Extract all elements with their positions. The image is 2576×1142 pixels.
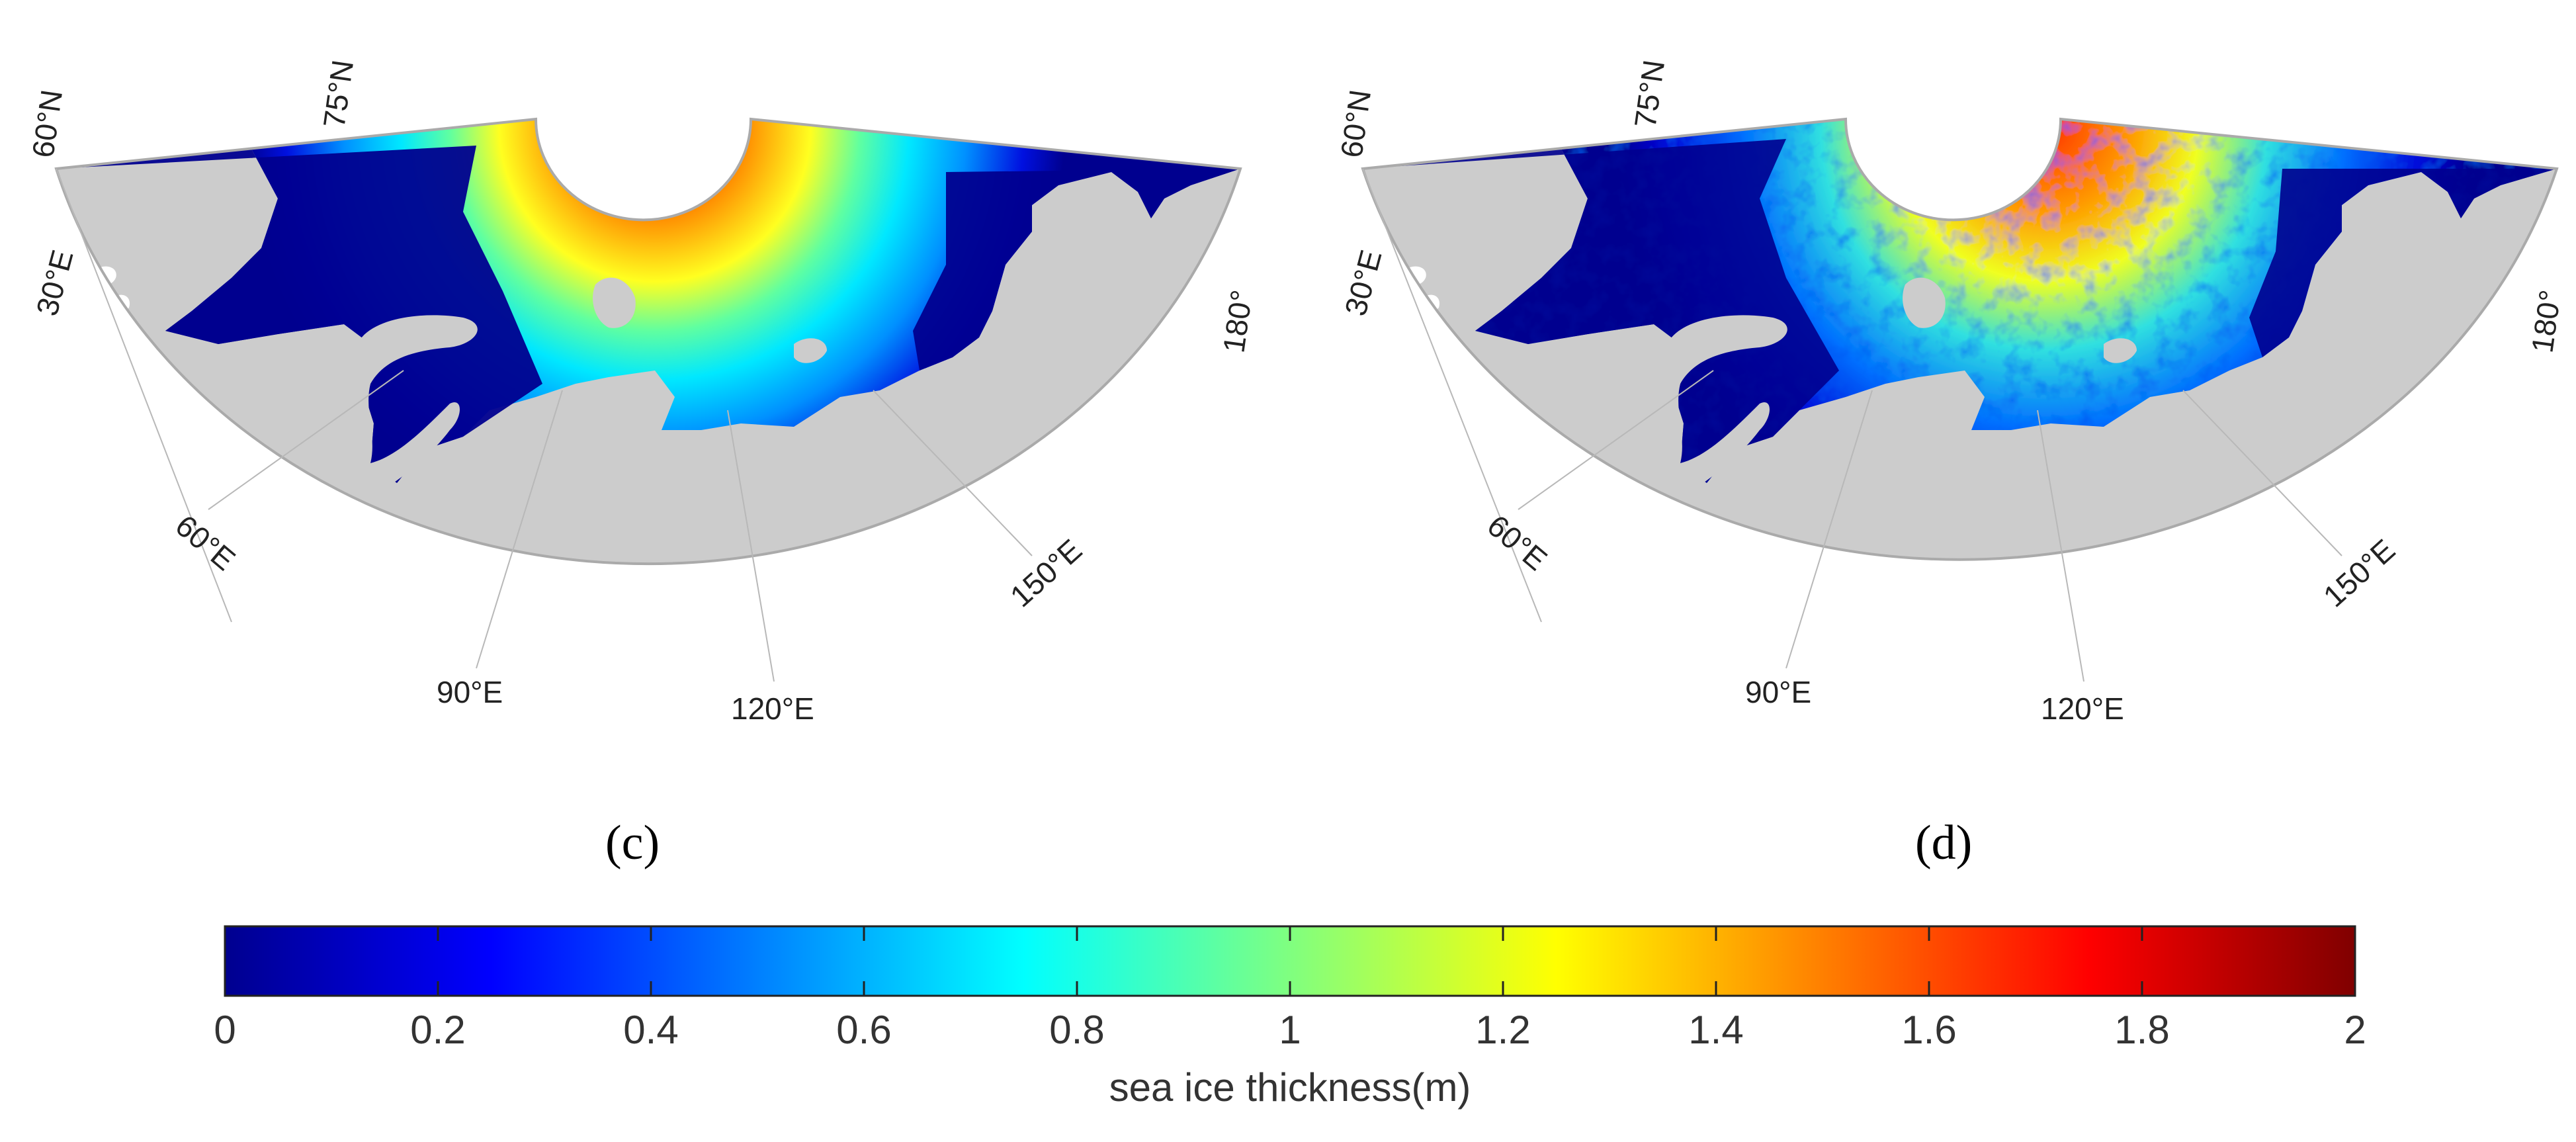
lat-label-60n: 60°N bbox=[25, 87, 69, 159]
lon-label-60e: 60°E bbox=[1481, 508, 1554, 577]
colorbar-tick-label: 1 bbox=[1279, 1008, 1301, 1052]
map-frame bbox=[54, 117, 1242, 566]
lon-label-90e: 90°E bbox=[1745, 675, 1811, 709]
colorbar-tick-label: 0 bbox=[214, 1008, 236, 1052]
colorbar-tick-label: 0.2 bbox=[410, 1008, 465, 1052]
panel-label-d: (d) bbox=[1915, 816, 1972, 870]
island bbox=[351, 315, 478, 463]
colorbar-tick-label: 1.4 bbox=[1688, 1008, 1743, 1052]
map-panel-d: 60°N 75°N 30°E 60°E 90°E 120°E 150°E 180… bbox=[1334, 58, 2567, 870]
land-background bbox=[1363, 119, 2557, 560]
lat-label-75n: 75°N bbox=[1627, 58, 1671, 130]
lon-label-180: 180° bbox=[1216, 288, 1259, 355]
colorbar-tick-label: 0.6 bbox=[836, 1008, 891, 1052]
colorbar-tick-label: 0.8 bbox=[1049, 1008, 1104, 1052]
lon-label-30e: 30°E bbox=[1338, 246, 1388, 319]
lon-label-180: 180° bbox=[2524, 288, 2567, 355]
colorbar-tick-label: 2 bbox=[2344, 1008, 2366, 1052]
colorbar: 0 0.2 0.4 0.6 0.8 1 1.2 1.4 1.6 1.8 2 sea ice thic… bbox=[214, 925, 2366, 1110]
lon-label-30e: 30°E bbox=[29, 246, 79, 319]
lon-label-150e: 150°E bbox=[1004, 533, 1088, 614]
panel-label-c: (c) bbox=[605, 816, 660, 870]
map-frame bbox=[1361, 117, 2559, 561]
lat-label-75n: 75°N bbox=[316, 58, 360, 130]
colorbar-title: sea ice thickness(m) bbox=[1109, 1065, 1471, 1110]
map-panel-c: 60°N 75°N 30°E 60°E 90°E 120°E 150°E 180… bbox=[25, 58, 1259, 870]
lon-label-120e: 120°E bbox=[731, 691, 814, 726]
colorbar-tick-label: 1.8 bbox=[2114, 1008, 2169, 1052]
colorbar-ticks: 0 0.2 0.4 0.6 0.8 1 1.2 1.4 1.6 1.8 2 bbox=[214, 926, 2366, 1052]
graticule bbox=[56, 168, 1033, 682]
lon-label-60e: 60°E bbox=[169, 508, 242, 577]
lon-label-90e: 90°E bbox=[437, 675, 503, 709]
graticule bbox=[1362, 168, 2342, 682]
colorbar-tick-label: 1.6 bbox=[1901, 1008, 1956, 1052]
lon-label-150e: 150°E bbox=[2317, 533, 2401, 614]
lon-label-120e: 120°E bbox=[2041, 691, 2124, 726]
colorbar-tick-label: 1.2 bbox=[1475, 1008, 1530, 1052]
lat-label-60n: 60°N bbox=[1334, 87, 1377, 159]
colorbar-tick-label: 0.4 bbox=[623, 1008, 678, 1052]
